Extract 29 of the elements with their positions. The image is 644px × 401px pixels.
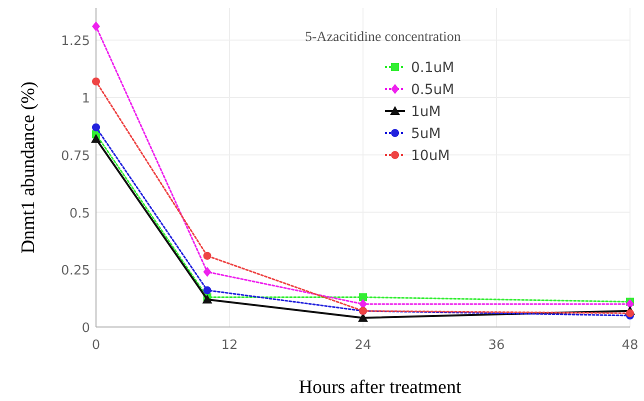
point xyxy=(203,252,212,260)
y-tick-label: 1 xyxy=(82,92,90,107)
point xyxy=(203,286,212,294)
point xyxy=(626,299,634,310)
legend-title: 5-Azacitidine concentration xyxy=(305,30,461,45)
x-tick-label: 24 xyxy=(354,338,372,353)
x-tick-label: 12 xyxy=(221,338,238,353)
x-tick-label: 36 xyxy=(488,338,505,353)
x-tick-label: 48 xyxy=(622,338,638,353)
y-axis-title: Dnmt1 abundance (%) xyxy=(18,82,39,254)
point xyxy=(626,309,634,318)
point xyxy=(92,77,100,86)
y-tick-label: 0.5 xyxy=(69,206,90,222)
x-axis-title: Hours after treatment xyxy=(298,377,462,398)
x-tick-label: 0 xyxy=(92,338,100,353)
point xyxy=(203,266,212,277)
legend-label: 1uM xyxy=(411,104,441,120)
legend-label: 0.5uM xyxy=(411,82,454,98)
y-tick-label: 0 xyxy=(82,321,90,336)
point xyxy=(91,134,101,143)
point xyxy=(92,123,100,132)
legend-label: 0.1uM xyxy=(411,60,454,76)
point xyxy=(359,293,367,302)
y-tick-label: 1.25 xyxy=(61,34,90,50)
point xyxy=(92,21,100,32)
y-tick-label: 0.75 xyxy=(61,148,90,164)
legend-label: 10uM xyxy=(411,148,450,164)
y-tick-label: 0.25 xyxy=(61,264,90,279)
legend-label: 5uM xyxy=(411,126,441,142)
